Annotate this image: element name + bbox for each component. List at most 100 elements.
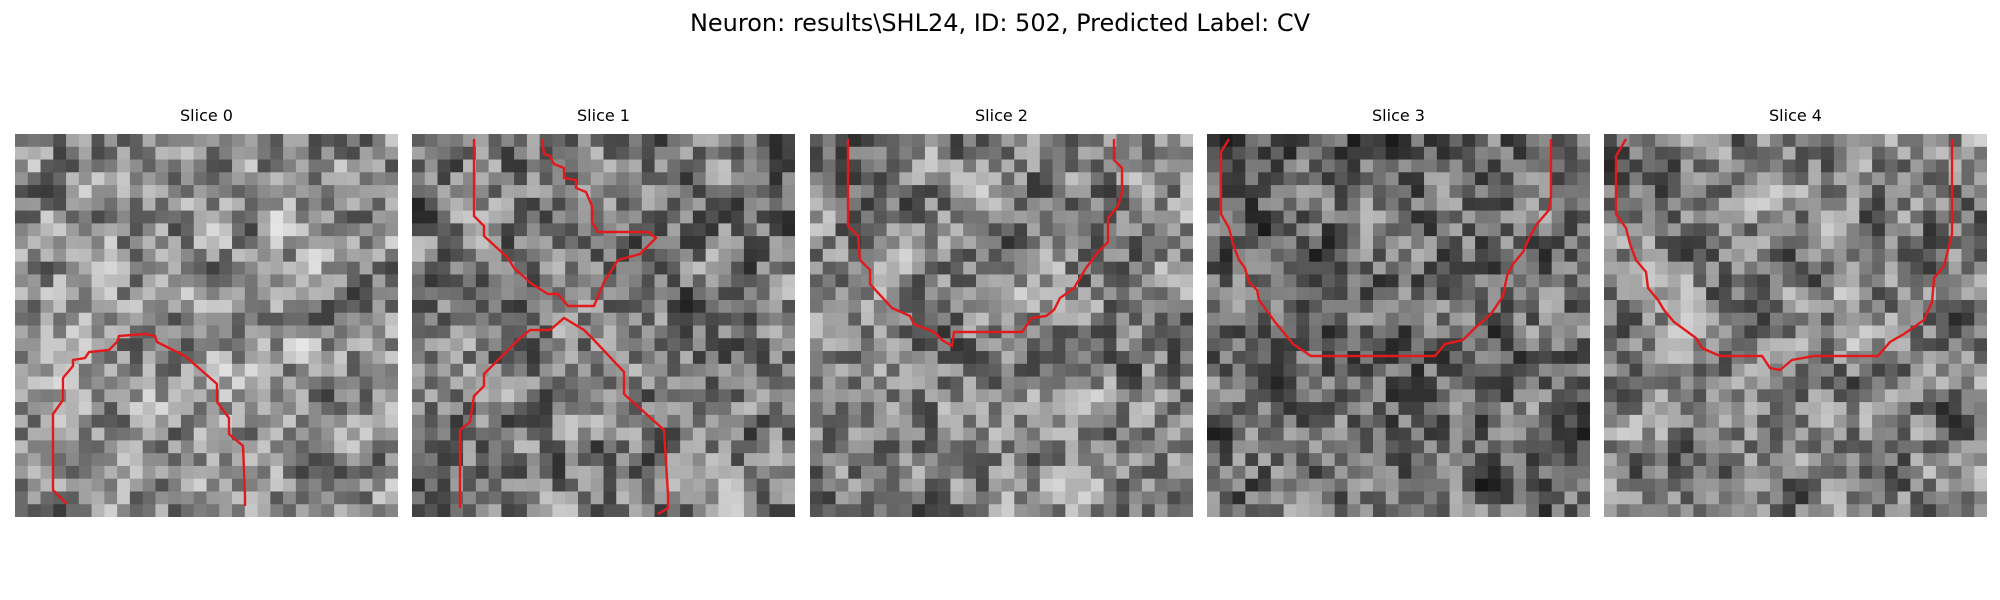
pixel xyxy=(963,172,977,186)
pixel xyxy=(1706,159,1720,173)
pixel xyxy=(142,465,157,480)
pixel xyxy=(1604,465,1618,480)
pixel xyxy=(142,185,157,199)
pixel xyxy=(1859,389,1873,403)
pixel xyxy=(629,453,643,467)
pixel xyxy=(1309,427,1323,441)
pixel xyxy=(1538,223,1553,237)
pixel xyxy=(1859,465,1873,480)
pixel xyxy=(1667,185,1682,199)
pixel xyxy=(1398,287,1412,301)
pixel xyxy=(117,427,131,441)
pixel xyxy=(603,146,617,161)
pixel xyxy=(1462,440,1476,454)
pixel xyxy=(1974,402,1987,416)
pixel xyxy=(1948,478,1963,493)
pixel xyxy=(899,465,913,480)
pixel xyxy=(1872,248,1886,263)
pixel xyxy=(450,299,464,314)
pixel xyxy=(1424,363,1438,378)
pixel xyxy=(565,453,579,467)
pixel xyxy=(1027,248,1041,263)
pixel xyxy=(1821,338,1835,352)
pixel xyxy=(501,478,515,493)
pixel xyxy=(334,478,348,493)
pixel xyxy=(975,146,990,161)
pixel xyxy=(552,261,566,276)
pixel xyxy=(1154,453,1169,467)
pixel xyxy=(78,338,93,352)
pixel xyxy=(1154,287,1169,301)
pixel xyxy=(1360,351,1374,365)
pixel xyxy=(1513,299,1527,314)
pixel xyxy=(232,389,246,403)
pixel xyxy=(975,236,990,250)
pixel xyxy=(40,338,54,352)
pixel xyxy=(1116,465,1130,480)
pixel xyxy=(1782,376,1797,390)
pixel xyxy=(1500,248,1514,263)
pixel xyxy=(1283,248,1297,263)
pixel xyxy=(1245,351,1259,365)
pixel xyxy=(963,402,977,416)
pixel xyxy=(1372,491,1387,505)
pixel xyxy=(1795,414,1809,429)
pixel xyxy=(937,299,952,314)
pixel xyxy=(1090,325,1105,339)
pixel xyxy=(359,427,374,441)
pixel xyxy=(1141,146,1156,161)
pixel xyxy=(1065,465,1079,480)
pixel xyxy=(193,325,208,339)
pixel xyxy=(731,248,745,263)
pixel xyxy=(463,504,477,517)
pixel xyxy=(372,134,386,148)
pixel xyxy=(1462,197,1476,212)
pixel xyxy=(1680,389,1694,403)
pixel xyxy=(552,427,566,441)
pixel xyxy=(1245,261,1259,276)
pixel xyxy=(1769,325,1784,339)
pixel xyxy=(321,210,335,224)
pixel xyxy=(1577,134,1590,148)
pixel xyxy=(743,414,758,429)
pixel xyxy=(743,185,758,199)
pixel xyxy=(308,351,322,365)
pixel xyxy=(412,325,426,339)
pixel xyxy=(782,210,795,224)
pixel xyxy=(1116,440,1130,454)
pixel xyxy=(1629,287,1643,301)
pixel xyxy=(53,210,67,224)
pixel xyxy=(1782,185,1797,199)
pixel xyxy=(1604,402,1618,416)
pixel xyxy=(424,146,439,161)
pixel-grid xyxy=(810,134,1193,517)
pixel xyxy=(372,402,386,416)
pixel xyxy=(1014,248,1028,263)
pixel xyxy=(232,351,246,365)
pixel xyxy=(1757,197,1771,212)
pixel xyxy=(756,325,771,339)
pixel xyxy=(1154,465,1169,480)
pixel xyxy=(873,159,888,173)
pixel xyxy=(1551,185,1566,199)
pixel xyxy=(539,414,554,429)
pixel xyxy=(1014,274,1028,288)
pixel xyxy=(1103,210,1117,224)
pixel xyxy=(1180,185,1193,199)
pixel xyxy=(810,363,824,378)
pixel xyxy=(257,299,271,314)
pixel xyxy=(912,223,926,237)
pixel xyxy=(731,287,745,301)
pixel xyxy=(308,210,322,224)
pixel xyxy=(321,427,335,441)
pixel xyxy=(1001,389,1015,403)
pixel xyxy=(1334,172,1349,186)
pixel xyxy=(1207,261,1221,276)
pixel xyxy=(334,172,348,186)
pixel xyxy=(1475,440,1489,454)
pixel xyxy=(1884,491,1899,505)
pixel xyxy=(91,465,105,480)
pixel xyxy=(1655,478,1669,493)
pixel xyxy=(1207,491,1221,505)
pixel xyxy=(1116,414,1130,429)
